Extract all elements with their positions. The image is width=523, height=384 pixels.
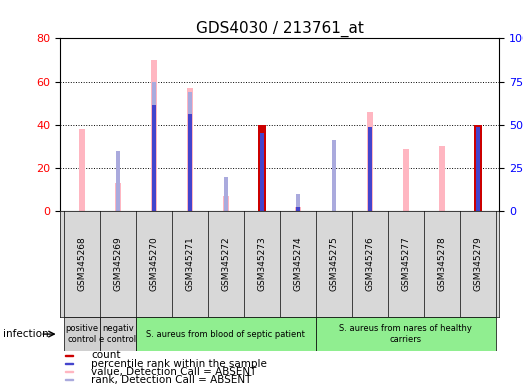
Bar [64,355,73,356]
Bar [64,371,73,372]
Text: GSM345268: GSM345268 [77,237,86,291]
Bar [64,363,73,364]
Text: GSM345279: GSM345279 [473,237,482,291]
Bar [188,114,192,211]
Text: GSM345272: GSM345272 [221,237,230,291]
Text: GSM345271: GSM345271 [185,237,194,291]
Bar [295,207,300,211]
Bar [152,81,156,211]
Bar [439,146,445,211]
Bar [64,379,73,381]
Text: S. aureus from blood of septic patient: S. aureus from blood of septic patient [146,329,305,339]
Bar [368,127,372,211]
Bar [224,177,228,211]
Bar [258,125,266,211]
Bar [294,207,301,211]
Bar [64,317,100,351]
Bar [474,125,482,211]
Bar [115,183,121,211]
Text: GSM345273: GSM345273 [257,237,266,291]
Bar [136,317,316,351]
Bar [78,129,85,211]
Text: count: count [91,351,120,361]
Bar [332,140,336,211]
Bar [100,317,136,351]
Bar [151,60,157,211]
Text: S. aureus from nares of healthy
carriers: S. aureus from nares of healthy carriers [339,324,472,344]
Text: GSM345276: GSM345276 [366,237,374,291]
Text: GSM345270: GSM345270 [149,237,158,291]
Bar [476,127,480,211]
Bar [187,88,193,211]
Bar [367,112,373,211]
Bar [188,93,192,211]
Text: GSM345274: GSM345274 [293,237,302,291]
Text: value, Detection Call = ABSENT: value, Detection Call = ABSENT [91,367,256,377]
Title: GDS4030 / 213761_at: GDS4030 / 213761_at [196,21,363,37]
Bar [116,151,120,211]
Text: infection: infection [3,329,48,339]
Text: percentile rank within the sample: percentile rank within the sample [91,359,267,369]
Bar [259,134,264,211]
Text: GSM345269: GSM345269 [113,237,122,291]
Text: rank, Detection Call = ABSENT: rank, Detection Call = ABSENT [91,375,251,384]
Bar [295,194,300,211]
Text: GSM345277: GSM345277 [401,237,411,291]
Text: positive
control: positive control [65,324,98,344]
Text: negativ
e control: negativ e control [99,324,137,344]
Bar [403,149,409,211]
Bar [316,317,496,351]
Bar [152,105,156,211]
Text: GSM345278: GSM345278 [437,237,446,291]
Bar [223,196,229,211]
Text: GSM345275: GSM345275 [329,237,338,291]
